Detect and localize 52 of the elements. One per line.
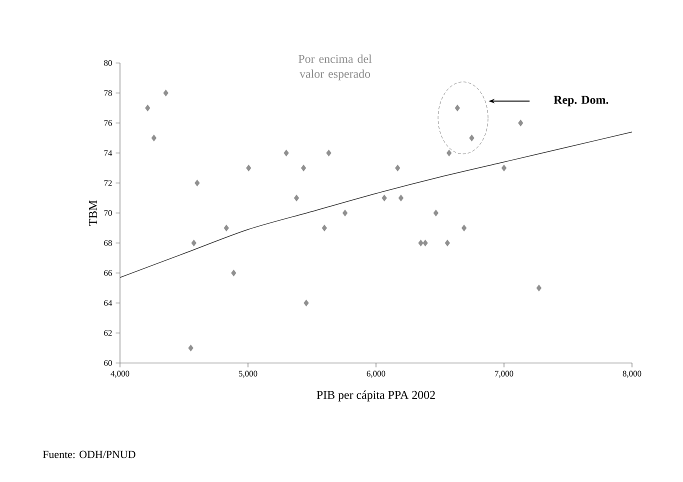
point <box>304 300 309 306</box>
point <box>382 194 387 202</box>
x-axis-title: PIB per cápita PPA 2002 <box>316 390 435 402</box>
point <box>418 240 424 246</box>
line-series <box>120 132 632 278</box>
x-tick-label: 8,000 <box>622 370 642 378</box>
y-axis-title: TBM <box>89 200 97 226</box>
y-tick-label: 62 <box>104 330 112 336</box>
point <box>469 134 474 142</box>
y-tick-label: 78 <box>104 90 112 96</box>
point <box>231 270 236 276</box>
y-tick-label: 66 <box>104 270 112 276</box>
point <box>322 224 328 232</box>
point <box>300 164 306 172</box>
point <box>163 90 168 96</box>
annotation: Rep. Dom. <box>554 96 608 106</box>
point <box>194 180 200 186</box>
annotation: Por encima del valor esperado <box>298 54 372 80</box>
point <box>224 224 229 232</box>
x-tick-label: 4,000 <box>110 370 130 378</box>
source-note: Fuente: ODH/PNUD <box>42 450 136 458</box>
point <box>461 224 467 232</box>
point <box>246 164 252 172</box>
point <box>536 284 542 292</box>
point <box>151 134 157 142</box>
x-tick-label: 5,000 <box>238 370 258 378</box>
point <box>342 210 348 216</box>
point <box>518 120 524 126</box>
y-tick-label: 80 <box>104 60 112 66</box>
point <box>444 240 450 246</box>
y-tick-label: 68 <box>104 240 112 246</box>
point <box>422 240 428 246</box>
point <box>326 150 332 156</box>
point <box>284 150 289 156</box>
point <box>191 240 196 246</box>
point <box>188 344 194 352</box>
point <box>433 210 438 216</box>
point <box>398 194 404 202</box>
y-tick-label: 60 <box>104 360 112 366</box>
y-tick-label: 74 <box>104 150 112 156</box>
point <box>454 104 460 112</box>
point <box>395 164 400 172</box>
x-tick-label: 6,000 <box>366 370 386 378</box>
y-tick-label: 64 <box>104 300 112 306</box>
x-tick-label: 7,000 <box>495 370 514 378</box>
point <box>294 194 300 202</box>
y-tick-label: 72 <box>104 180 112 186</box>
y-tick-label: 70 <box>104 210 112 216</box>
point <box>145 104 150 112</box>
point <box>501 164 507 172</box>
point <box>446 150 452 156</box>
y-tick-label: 76 <box>104 120 112 126</box>
